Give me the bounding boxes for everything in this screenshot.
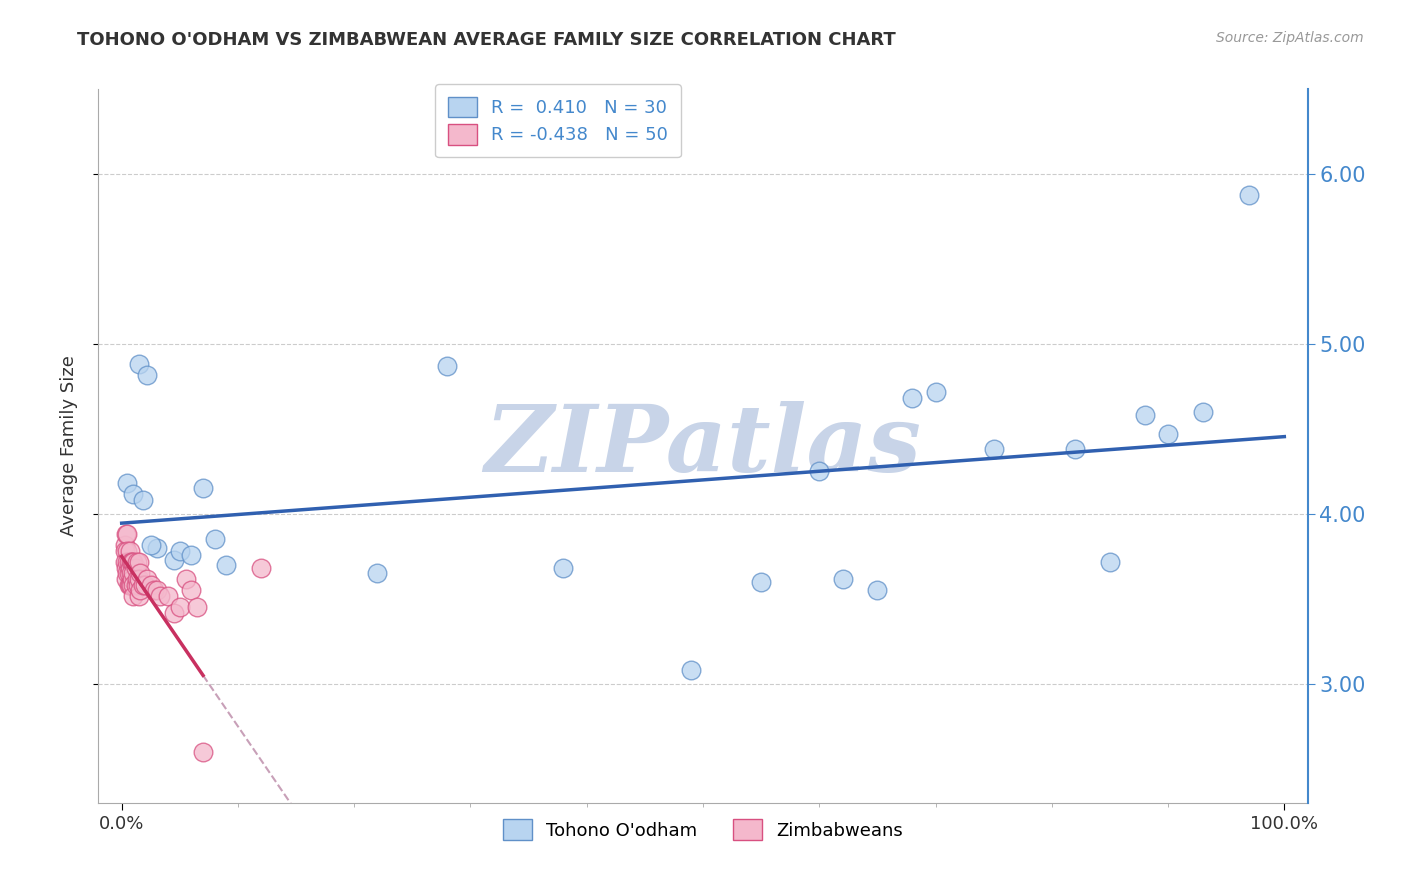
Point	[115, 561, 138, 575]
Point	[204, 533, 226, 547]
Point	[120, 578, 142, 592]
Point	[118, 544, 141, 558]
Point	[129, 583, 152, 598]
Point	[163, 606, 186, 620]
Point	[115, 572, 138, 586]
Point	[117, 555, 139, 569]
Point	[681, 663, 703, 677]
Point	[125, 555, 148, 569]
Point	[866, 583, 889, 598]
Point	[139, 537, 162, 551]
Point	[250, 561, 273, 575]
Point	[131, 578, 153, 592]
Point	[124, 578, 146, 592]
Point	[145, 541, 167, 555]
Point	[553, 561, 575, 575]
Point	[1192, 405, 1215, 419]
Point	[436, 359, 458, 373]
Point	[186, 600, 208, 615]
Point	[118, 578, 141, 592]
Point	[114, 555, 136, 569]
Point	[1239, 187, 1261, 202]
Point	[117, 544, 139, 558]
Point	[808, 465, 831, 479]
Point	[122, 589, 145, 603]
Point	[128, 589, 150, 603]
Text: TOHONO O'ODHAM VS ZIMBABWEAN AVERAGE FAMILY SIZE CORRELATION CHART: TOHONO O'ODHAM VS ZIMBABWEAN AVERAGE FAM…	[77, 31, 896, 49]
Point	[117, 476, 139, 491]
Point	[131, 493, 153, 508]
Point	[174, 572, 197, 586]
Point	[127, 578, 149, 592]
Point	[169, 544, 191, 558]
Point	[1157, 427, 1180, 442]
Point	[901, 392, 924, 406]
Point	[215, 558, 238, 572]
Point	[136, 368, 159, 382]
Point	[136, 572, 159, 586]
Point	[163, 553, 186, 567]
Point	[115, 527, 138, 541]
Point	[118, 566, 141, 581]
Point	[122, 566, 145, 581]
Point	[145, 583, 167, 598]
Point	[1133, 409, 1156, 423]
Point	[191, 482, 214, 496]
Point	[114, 544, 136, 558]
Point	[118, 561, 141, 575]
Point	[117, 566, 139, 581]
Point	[157, 589, 180, 603]
Point	[117, 527, 139, 541]
Point	[1064, 442, 1087, 457]
Point	[121, 555, 143, 569]
Y-axis label: Average Family Size: Average Family Size	[59, 356, 77, 536]
Point	[120, 566, 142, 581]
Point	[169, 600, 191, 615]
Point	[121, 572, 143, 586]
Point	[180, 583, 202, 598]
Point	[1098, 555, 1121, 569]
Text: ZIPatlas: ZIPatlas	[485, 401, 921, 491]
Point	[134, 578, 156, 592]
Point	[139, 578, 162, 592]
Text: Source: ZipAtlas.com: Source: ZipAtlas.com	[1216, 31, 1364, 45]
Point	[749, 574, 772, 589]
Point	[191, 745, 214, 759]
Point	[124, 561, 146, 575]
Point	[118, 578, 141, 592]
Point	[983, 442, 1005, 457]
Point	[129, 566, 152, 581]
Point	[125, 572, 148, 586]
Point	[114, 537, 136, 551]
Point	[118, 555, 141, 569]
Point	[831, 572, 853, 586]
Point	[924, 384, 946, 399]
Point	[366, 566, 388, 581]
Point	[143, 583, 166, 598]
Point	[128, 358, 150, 372]
Point	[128, 555, 150, 569]
Point	[149, 589, 172, 603]
Point	[128, 572, 150, 586]
Point	[120, 555, 142, 569]
Point	[122, 555, 145, 569]
Point	[122, 578, 145, 592]
Legend: Tohono O'odham, Zimbabweans: Tohono O'odham, Zimbabweans	[495, 812, 911, 847]
Point	[122, 486, 145, 500]
Point	[180, 548, 202, 562]
